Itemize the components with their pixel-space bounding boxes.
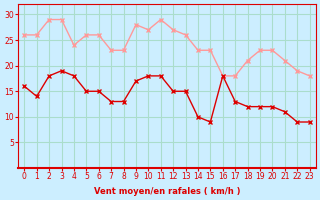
X-axis label: Vent moyen/en rafales ( km/h ): Vent moyen/en rafales ( km/h ) — [94, 187, 240, 196]
